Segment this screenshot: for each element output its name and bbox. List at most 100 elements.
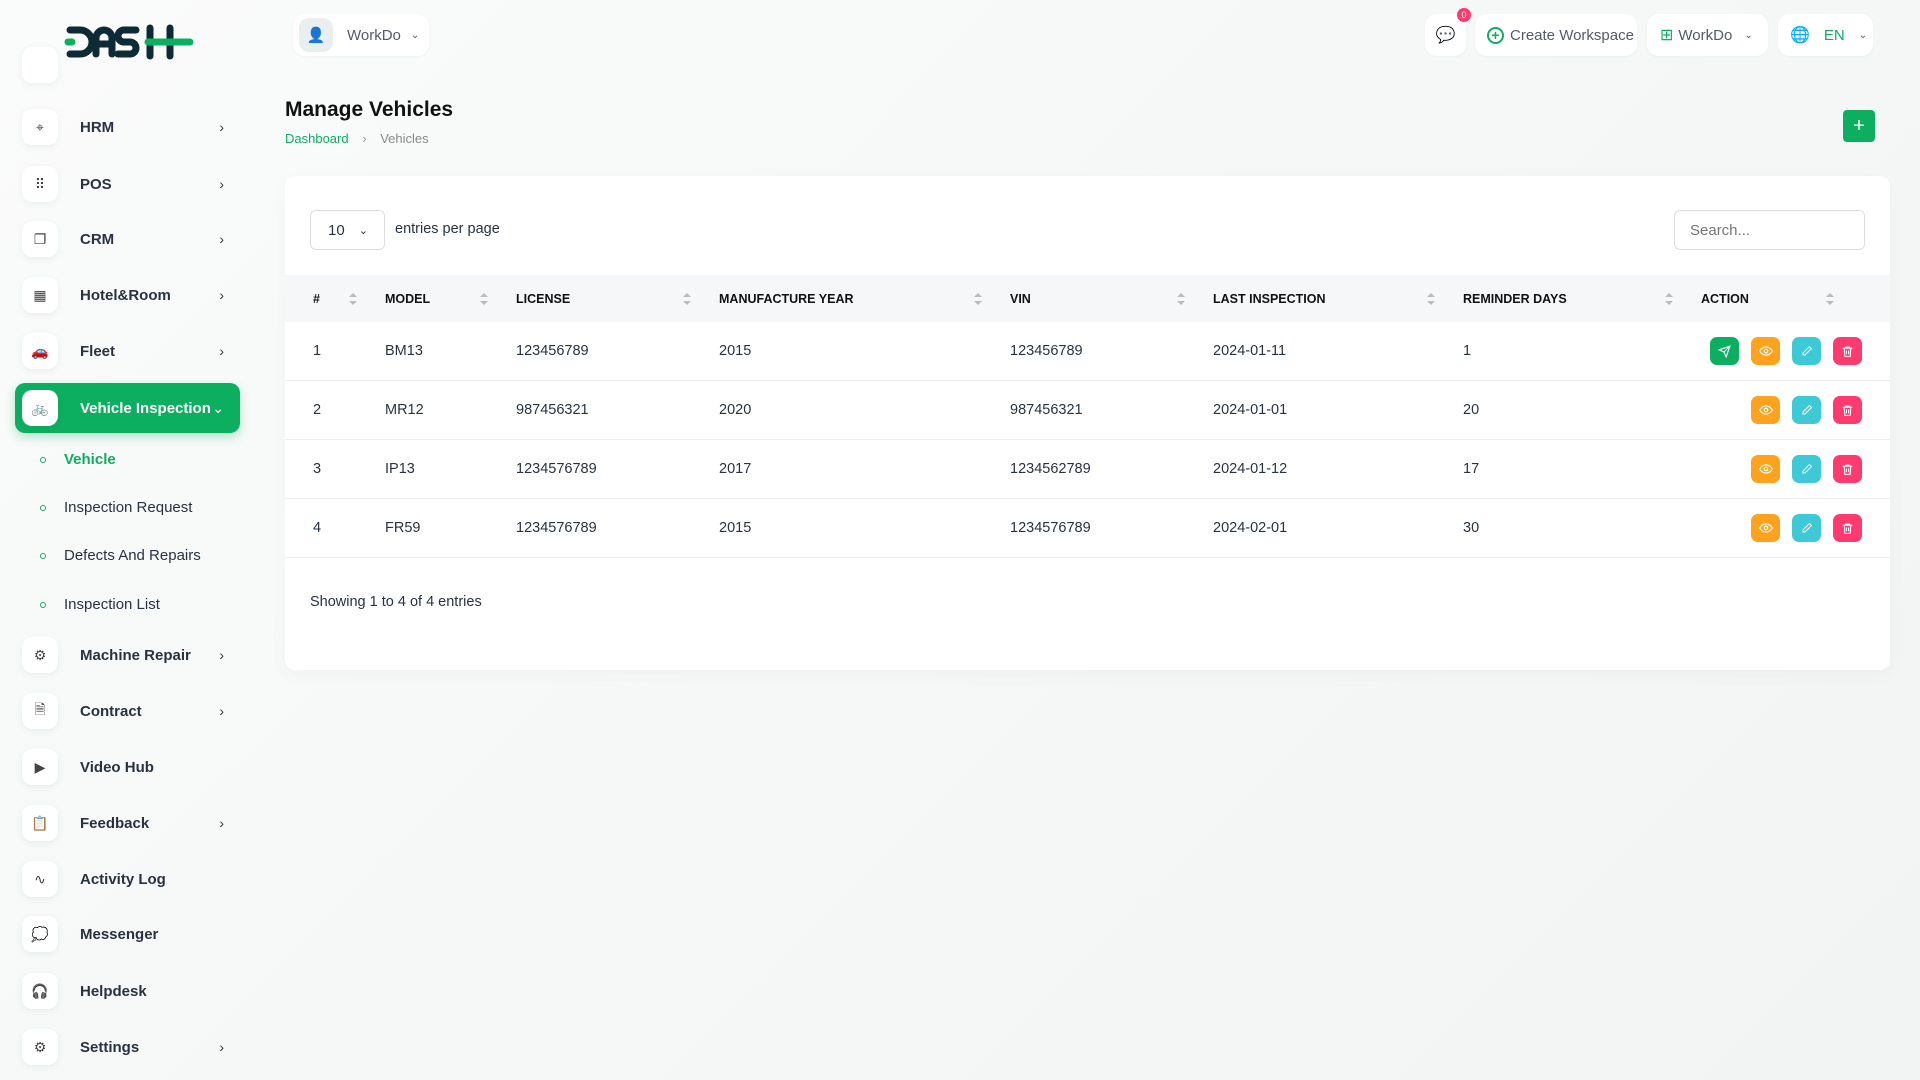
sort-icon[interactable] [974,292,982,305]
bullet-icon [40,602,46,608]
column-header[interactable]: # [313,275,385,322]
chevron-down-icon: ⌄ [358,224,368,237]
cell-license: 987456321 [516,402,589,418]
sidebar-item-pos[interactable]: ⠿ POS › [15,159,240,209]
sidebar-item-settings[interactable]: ⚙ Settings › [15,1022,240,1072]
sort-icon[interactable] [1826,292,1834,305]
view-icon [1758,403,1773,417]
cell-manufacture-year: 2020 [719,402,752,418]
delete-button[interactable] [1833,337,1862,365]
sidebar-item-vehicle-inspection[interactable]: 🚲 Vehicle Inspection ⌄ [15,383,240,433]
sidebar-item-label: Feedback [80,814,150,832]
cell-#: 3 [313,461,322,477]
sidebar-item-label: Activity Log [80,870,166,888]
sidebar-item-contract[interactable]: 🗎 Contract › [15,686,240,736]
delete-button[interactable] [1833,514,1862,542]
crm-icon: ❐ [22,221,58,257]
messages-button[interactable]: 💬 0 [1425,8,1471,56]
sidebar-item-messenger[interactable]: 💭 Messenger [15,909,240,959]
sidebar-item-crm[interactable]: ❐ CRM › [15,214,240,264]
cell-#: 2 [313,402,322,418]
sidebar-item-label: Settings [80,1038,140,1056]
send-button[interactable] [1710,337,1739,365]
sidebar-item-hotel-room[interactable]: ▦ Hotel&Room › [15,270,240,320]
sort-icon[interactable] [1177,292,1185,305]
view-button[interactable] [1751,396,1780,424]
cell-vin: 1234562789 [1010,461,1091,477]
sidebar-item-hrm[interactable]: ⌖ HRM › [15,102,240,152]
cell-#: 1 [313,343,322,359]
workspace-select[interactable]: ⊞ WorkDo ⌄ [1647,14,1768,56]
sidebar-subitem[interactable]: Defects And Repairs [40,547,201,565]
sidebar-item-label: HRM [80,118,115,136]
column-header[interactable]: VIN [1010,275,1213,322]
sidebar-item-machine-repair[interactable]: ⚙ Machine Repair › [15,630,240,680]
chevron-right-icon: › [219,287,224,303]
view-button[interactable] [1751,337,1780,365]
chevron-right-icon: › [219,815,224,831]
send-icon [1718,344,1731,358]
user-menu[interactable]: 👤 WorkDo ⌄ [293,14,429,56]
chevron-down-icon: ⌄ [212,399,224,416]
gear-icon: ⚙ [22,1029,58,1065]
sort-icon[interactable] [349,292,357,305]
cell-last-inspection: 2024-02-01 [1213,520,1288,536]
column-header[interactable]: REMINDER DAYS [1463,275,1701,322]
column-header-label: LICENSE [516,291,571,306]
sidebar-item-fleet[interactable]: 🚗 Fleet › [15,326,240,376]
language-select[interactable]: 🌐 EN ⌄ [1778,14,1873,56]
sidebar-subitem[interactable]: Vehicle [40,451,116,469]
delete-button[interactable] [1833,455,1862,483]
cell-reminder-days: 1 [1463,343,1472,359]
entries-per-page-select[interactable]: 10 ⌄ [310,210,385,250]
sort-icon[interactable] [1427,292,1435,305]
edit-icon [1801,345,1813,357]
chevron-right-icon: › [219,343,224,359]
sort-icon[interactable] [480,292,488,305]
delete-button[interactable] [1833,396,1862,424]
sidebar-item-video-hub[interactable]: ▶ Video Hub [15,742,240,792]
sidebar-subitem[interactable]: Inspection List [40,596,160,614]
view-button[interactable] [1751,455,1780,483]
sidebar-subitem[interactable]: Inspection Request [40,499,192,517]
column-header[interactable]: MODEL [385,275,516,322]
edit-icon [1801,522,1813,534]
vehicles-card: 10 ⌄ entries per page # MODEL LICENSE MANUFA… [285,176,1890,670]
grid-icon: ⠿ [22,166,58,202]
edit-button[interactable] [1792,396,1821,424]
chat-icon: 💭 [22,916,58,952]
create-workspace-button[interactable]: + Create Workspace [1475,14,1637,56]
sidebar-subitem-label: Vehicle [64,451,116,468]
breadcrumb-dashboard[interactable]: Dashboard [285,131,349,146]
sort-icon[interactable] [683,292,691,305]
plus-icon: + [1853,114,1865,137]
view-button[interactable] [1751,514,1780,542]
sidebar-item-helpdesk[interactable]: 🎧 Helpdesk [15,966,240,1016]
edit-icon [1801,404,1813,416]
sidebar-item-label: Video Hub [80,758,154,776]
edit-button[interactable] [1792,514,1821,542]
sidebar-item-hidden[interactable] [15,40,240,90]
sidebar-item-label: POS [80,175,112,193]
sidebar-item-activity-log[interactable]: ∿ Activity Log [15,854,240,904]
column-header[interactable]: ACTION [1701,275,1862,322]
edit-button[interactable] [1792,337,1821,365]
cell-vin: 987456321 [1010,402,1083,418]
cell-license: 1234576789 [516,461,597,477]
column-header[interactable]: LICENSE [516,275,719,322]
column-header[interactable]: MANUFACTURE YEAR [719,275,1010,322]
table-header: # MODEL LICENSE MANUFACTURE YEAR VIN LAST INS… [285,275,1890,322]
view-icon [1758,521,1773,535]
add-vehicle-button[interactable]: + [1843,110,1875,142]
cell-last-inspection: 2024-01-12 [1213,461,1288,477]
cell-reminder-days: 20 [1463,402,1480,418]
edit-button[interactable] [1792,455,1821,483]
chevron-right-icon: › [219,1039,224,1055]
sidebar-item-feedback[interactable]: 📋 Feedback › [15,798,240,848]
search-input[interactable] [1674,210,1865,250]
sort-icon[interactable] [1665,292,1673,305]
entries-per-page-label: entries per page [395,221,500,237]
column-header[interactable]: LAST INSPECTION [1213,275,1463,322]
column-header-label: ACTION [1701,291,1749,306]
bullet-icon [40,457,46,463]
